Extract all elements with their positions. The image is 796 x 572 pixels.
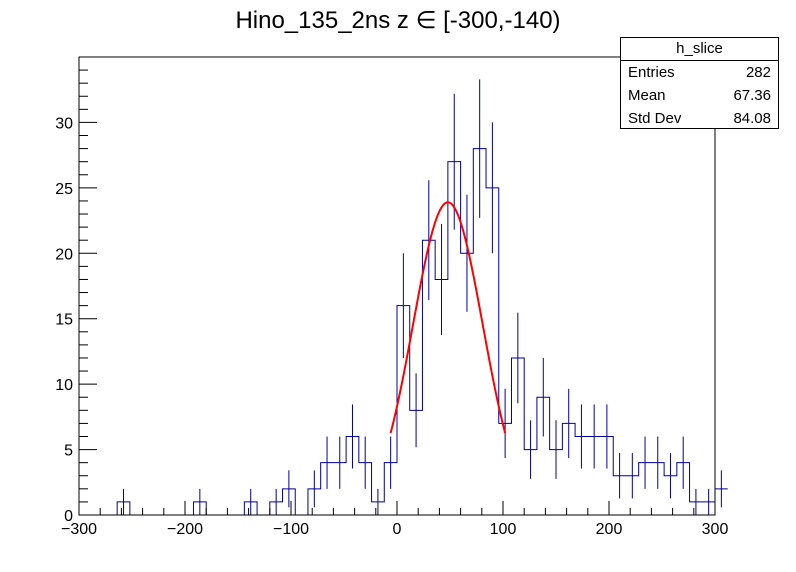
stats-value: 282 xyxy=(745,64,771,81)
x-tick-label: −100 xyxy=(273,521,309,538)
stats-box: h_slice Entries 282 Mean 67.36 Std Dev 8… xyxy=(620,37,779,129)
x-tick-label: 200 xyxy=(596,521,623,538)
x-axis-ticks: −300 −200 −100 0 100 200 300 xyxy=(61,501,728,538)
stats-value: 67.36 xyxy=(733,87,771,104)
gaussian-fit-line xyxy=(389,201,507,434)
x-tick-label: 100 xyxy=(490,521,517,538)
x-tick-label: −200 xyxy=(167,521,203,538)
x-tick-label: −300 xyxy=(61,521,97,538)
stats-label: Mean xyxy=(628,87,666,104)
chart-title: Hino_135_2ns z ∈ [-300,-140) xyxy=(235,7,561,34)
x-tick-label: 0 xyxy=(393,521,402,538)
y-axis-ticks: 0 5 10 15 20 25 30 xyxy=(55,69,97,525)
stats-row-stddev: Std Dev 84.08 xyxy=(621,107,778,130)
y-tick-label: 15 xyxy=(55,312,73,329)
y-tick-label: 10 xyxy=(55,377,73,394)
fit-curve xyxy=(389,201,507,434)
stats-box-title: h_slice xyxy=(621,38,778,61)
stats-row-mean: Mean 67.36 xyxy=(621,84,778,107)
error-bars xyxy=(123,79,722,515)
y-tick-label: 0 xyxy=(64,508,73,525)
stats-label: Std Dev xyxy=(628,110,682,127)
y-tick-label: 5 xyxy=(64,443,73,460)
y-tick-label: 25 xyxy=(55,181,73,198)
y-tick-label: 30 xyxy=(55,115,73,132)
x-tick-label: 300 xyxy=(702,521,729,538)
stats-row-entries: Entries 282 xyxy=(621,61,778,84)
stats-value: 84.08 xyxy=(733,110,771,127)
y-tick-label: 20 xyxy=(55,246,73,263)
stats-label: Entries xyxy=(628,64,675,81)
